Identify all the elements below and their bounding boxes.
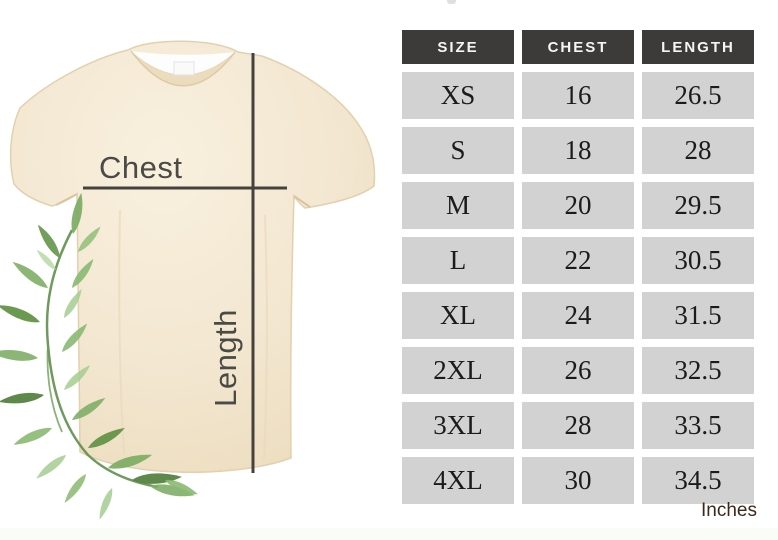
length-cell: 34.5 bbox=[642, 457, 754, 504]
length-label: Length bbox=[208, 309, 243, 407]
chest-cell: 26 bbox=[522, 347, 634, 394]
length-cell: 32.5 bbox=[642, 347, 754, 394]
chest-label: Chest bbox=[99, 150, 182, 185]
bottom-strip bbox=[0, 528, 778, 540]
size-cell: 2XL bbox=[402, 347, 514, 394]
chest-cell: 16 bbox=[522, 72, 634, 119]
length-cell: 29.5 bbox=[642, 182, 754, 229]
length-cell: 33.5 bbox=[642, 402, 754, 449]
size-cell: L bbox=[402, 237, 514, 284]
size-cell: S bbox=[402, 127, 514, 174]
size-cell: XL bbox=[402, 292, 514, 339]
chest-cell: 28 bbox=[522, 402, 634, 449]
neck-tag bbox=[173, 61, 195, 76]
chest-cell: 22 bbox=[522, 237, 634, 284]
size-cell: 3XL bbox=[402, 402, 514, 449]
chest-cell: 20 bbox=[522, 182, 634, 229]
cropped-title-artifact bbox=[447, 0, 456, 4]
chest-cell: 18 bbox=[522, 127, 634, 174]
length-cell: 26.5 bbox=[642, 72, 754, 119]
watercolor-branch-image bbox=[0, 191, 200, 522]
tshirt-measurement-diagram: Chest Length bbox=[0, 40, 376, 522]
chest-cell: 24 bbox=[522, 292, 634, 339]
size-cell: M bbox=[402, 182, 514, 229]
column-header-chest: CHEST bbox=[522, 30, 634, 64]
tshirt-image bbox=[9, 40, 376, 474]
column-header-length: LENGTH bbox=[642, 30, 754, 64]
units-label: Inches bbox=[701, 500, 757, 521]
column-header-size: SIZE bbox=[402, 30, 514, 64]
size-cell: XS bbox=[402, 72, 514, 119]
length-cell: 31.5 bbox=[642, 292, 754, 339]
size-chart-table: SIZE CHEST LENGTH XS 16 26.5 S 18 28 M 2… bbox=[402, 30, 754, 504]
length-cell: 30.5 bbox=[642, 237, 754, 284]
length-cell: 28 bbox=[642, 127, 754, 174]
size-cell: 4XL bbox=[402, 457, 514, 504]
chest-cell: 30 bbox=[522, 457, 634, 504]
